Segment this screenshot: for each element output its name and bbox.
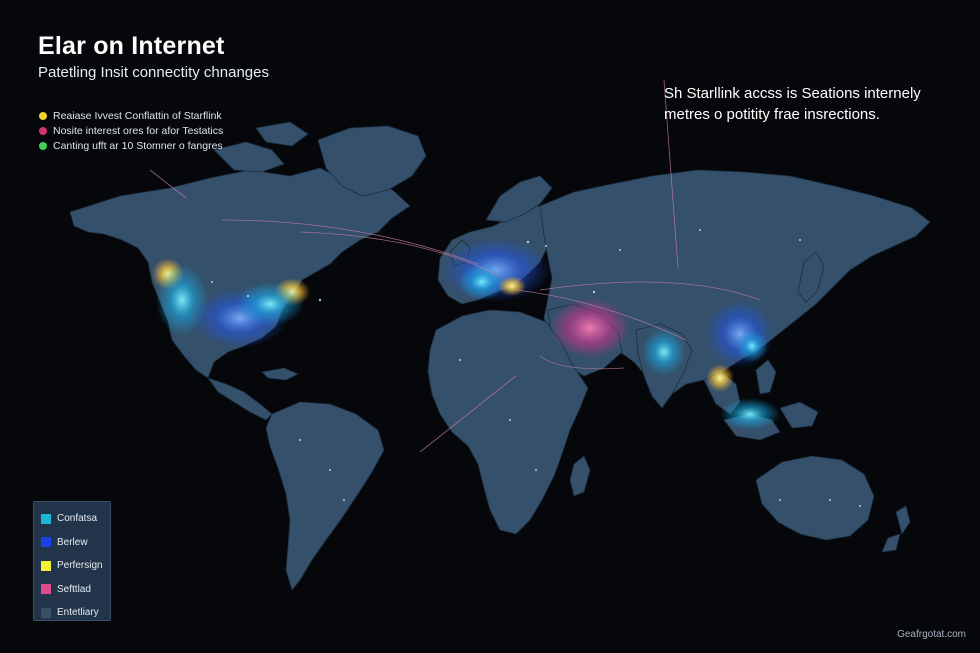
annotation-line-2: metres o potitity frae insrections. [664,106,880,123]
city-lights [211,229,861,507]
pink-swatch-icon [41,584,51,595]
legend-label: Confatsa [57,513,98,525]
color-legend: Confatsa Berlew Perfersign Sefttlad Ente… [33,501,111,621]
legend-label: Perfersign [57,560,103,572]
top-legend-item: Reaiase Ivvest Conflattin of Starflink [39,108,223,123]
map-title: Elar on Internet [38,32,225,60]
legend-label: Berlew [57,536,88,548]
top-legend-label: Canting ufft ar 10 Stomner o fangres [53,139,223,152]
yellow-swatch-icon [41,560,51,571]
connectivity-glows [152,238,780,430]
top-legend-item: Canting ufft ar 10 Stomner o fangres [39,138,223,153]
madagascar [569,455,591,497]
legend-item: Confatsa [34,507,110,531]
map-subtitle: Patetling Insit connectity chnanges [38,64,269,81]
green-dot-icon [39,141,47,150]
annotation-line-1: Sh Starllink accss is Seations internely [664,85,921,102]
legend-item: Entetliary [34,601,110,625]
top-legend-label: Nosite interest ores for afor Testatics [53,124,224,137]
new-zealand [895,505,911,535]
legend-item: Berlew [34,531,110,555]
south-america [265,401,385,591]
map-annotation: Sh Starllink accss is Seations internely… [664,83,921,125]
legend-label: Entetliary [57,607,99,619]
yellow-dot-icon [39,111,47,120]
connection-lines [149,79,761,453]
slate-swatch-icon [41,607,51,618]
japan [797,251,825,303]
africa [427,309,589,535]
legend-label: Sefttlad [57,583,91,595]
legend-item: Sefttlad [34,578,110,602]
top-legend-label: Reaiase Ivvest Conflattin of Starflink [53,109,222,122]
greenland [317,125,427,197]
legend-item: Perfersign [34,554,110,578]
australia [755,455,875,541]
landmasses [69,121,931,591]
top-legend: Reaiase Ivvest Conflattin of Starflink N… [39,108,223,153]
blue-swatch-icon [41,537,51,548]
pink-dot-icon [39,126,47,135]
central-america [206,377,273,421]
cyan-swatch-icon [41,513,51,524]
source-credit: Geafrgotat.com [897,629,966,640]
scandinavia [485,175,553,223]
arctic-islands [213,141,285,173]
top-legend-item: Nosite interest ores for afor Testatics [39,123,223,138]
